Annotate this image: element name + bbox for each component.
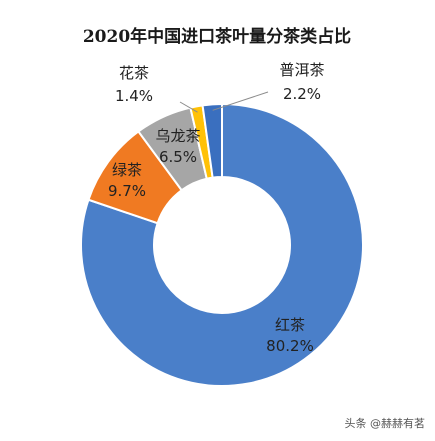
slice-red-tea [80,102,364,387]
slice-label-name-puer-tea: 普洱茶 [279,61,324,79]
leader-line-scented-tea [179,101,198,113]
slice-label-value-puer-tea: 2.2% [283,85,321,103]
slice-label-value-oolong-tea: 6.5% [159,148,197,166]
slice-label-name-green-tea: 绿茶 [112,161,142,179]
leader-lines [179,91,269,113]
slice-label-name-scented-tea: 花茶 [119,64,149,82]
donut-slices [80,102,364,387]
slice-label-value-red-tea: 80.2% [266,337,314,355]
chart-title: 2020年中国进口茶叶量分茶类占比 [83,26,351,47]
watermark: 头条 @赫赫有茗 [345,416,426,430]
slice-label-value-scented-tea: 1.4% [115,87,153,105]
leader-line-puer-tea [212,91,269,111]
slice-puer-tea [201,102,223,179]
slice-label-name-red-tea: 红茶 [275,316,305,334]
slice-label-name-oolong-tea: 乌龙茶 [155,127,200,145]
slice-label-value-green-tea: 9.7% [108,182,146,200]
